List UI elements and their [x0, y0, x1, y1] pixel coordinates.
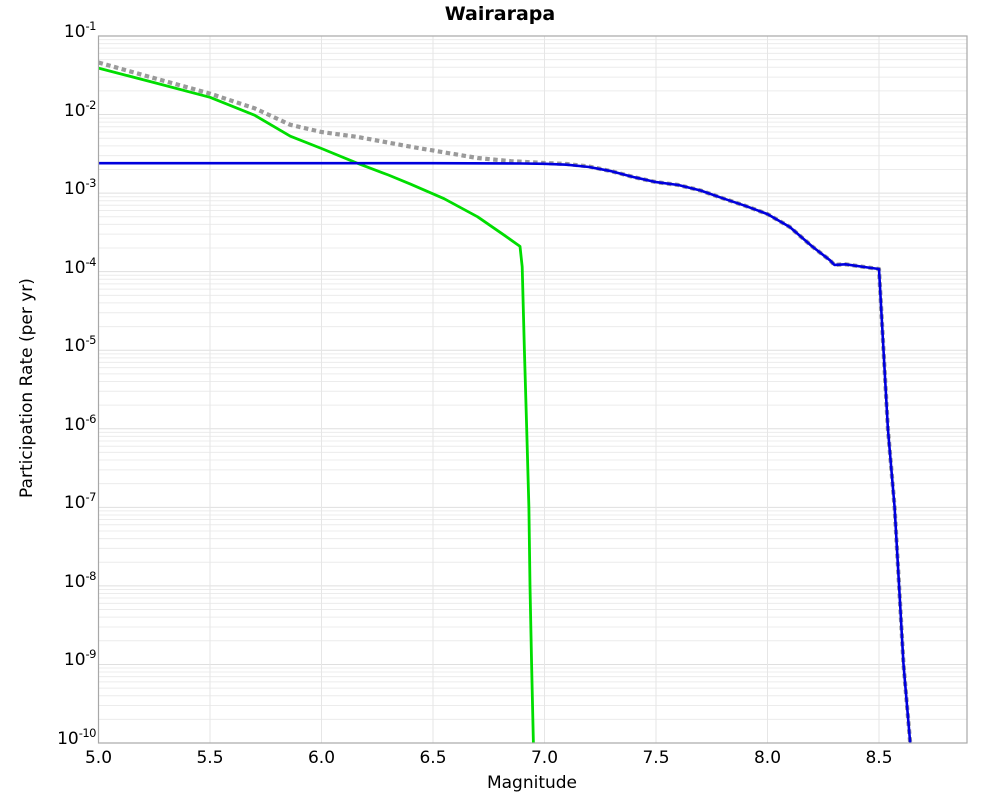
- x-tick-label: 6.0: [307, 748, 336, 768]
- y-tick-label: 10-10: [57, 726, 96, 749]
- y-tick-label: 10-5: [63, 333, 97, 357]
- x-tick-label: 8.0: [753, 748, 782, 768]
- y-tick-label: 10-3: [63, 176, 97, 200]
- y-axis-label: Participation Rate (per yr): [17, 278, 37, 498]
- y-tick-label: 10-7: [63, 490, 97, 514]
- y-tick-label: 10-6: [63, 411, 97, 435]
- y-tick-label: 10-1: [63, 19, 97, 42]
- series-gr-tail-green: [98, 66, 535, 744]
- x-tick-label: 7.5: [642, 748, 670, 768]
- y-tick-label: 10-8: [63, 568, 97, 592]
- plot-border: [97, 35, 968, 744]
- x-tick-label: 6.5: [419, 748, 447, 768]
- x-tick-label: 5.0: [84, 748, 113, 768]
- y-tick-label: 10-2: [63, 97, 97, 121]
- series-characteristic-blue: [98, 161, 912, 744]
- chart-title: Wairarapa: [444, 3, 556, 25]
- gridlines: [98, 36, 967, 743]
- x-tick-label: 5.5: [196, 748, 224, 768]
- y-tick-label: 10-9: [63, 647, 97, 671]
- x-tick-label: 7.0: [530, 748, 559, 768]
- x-axis-label: Magnitude: [486, 773, 578, 793]
- y-tick-label: 10-4: [63, 254, 97, 278]
- data-series: [97, 60, 913, 744]
- x-tick-label: 8.5: [865, 748, 893, 768]
